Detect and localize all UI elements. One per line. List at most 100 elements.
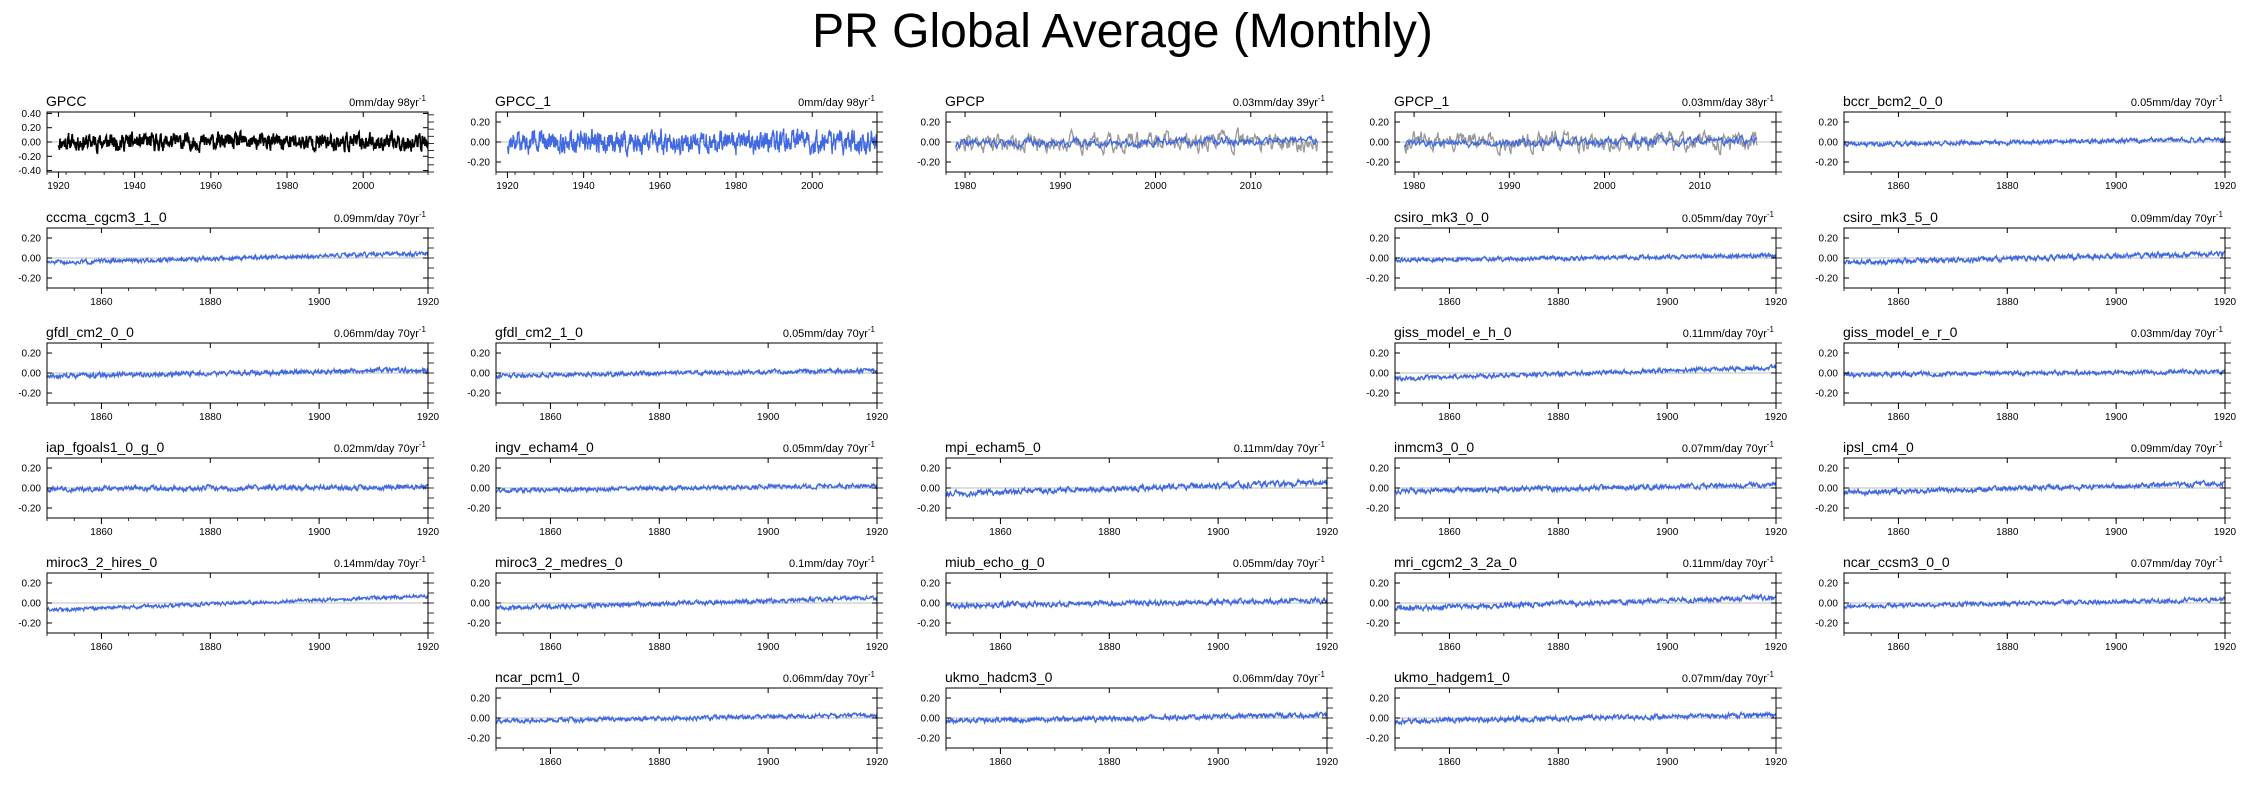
panel-gfdl_cm2_1_0: gfdl_cm2_1_0 0.05mm/day 70yr-1 -0.20 0.00 0.…: [467, 324, 888, 423]
panel-title: miroc3_2_hires_0: [46, 554, 157, 570]
x-tick-label: 1900: [1656, 527, 1679, 538]
x-tick-label: 1940: [124, 181, 147, 192]
series-line-0: [1394, 710, 1777, 727]
x-tick-label: 1920: [47, 181, 70, 192]
series-line-0: [1394, 480, 1777, 496]
y-tick-label: -0.20: [1815, 389, 1838, 400]
x-tick-label: 1920: [1316, 757, 1339, 768]
x-tick-label: 1860: [1438, 642, 1461, 653]
x-tick-label: 1900: [1656, 412, 1679, 423]
series-line-0: [46, 365, 429, 381]
panel-ingv_echam4_0: ingv_echam4_0 0.05mm/day 70yr-1 -0.20 0.00 0…: [467, 439, 888, 538]
x-tick-label: 1940: [573, 181, 596, 192]
x-tick-label: 1900: [308, 527, 331, 538]
x-tick-label: 1860: [989, 642, 1012, 653]
x-tick-label: 1920: [1765, 757, 1788, 768]
trend-label: 0.07mm/day 70yr-1: [2131, 555, 2224, 570]
panel-title: gfdl_cm2_0_0: [46, 324, 134, 340]
x-tick-label: 1880: [1547, 757, 1570, 768]
y-tick-label: -0.20: [917, 504, 940, 515]
x-tick-label: 1900: [1656, 757, 1679, 768]
series-line-0: [46, 482, 429, 494]
x-tick-label: 1880: [1996, 642, 2019, 653]
series-line-0: [495, 711, 878, 725]
x-tick-label: 2000: [352, 181, 375, 192]
panel-GPCP: GPCP 0.03mm/day 39yr-1 -0.20 0.00 0.20 1980 19…: [917, 93, 1333, 192]
panel-iap_fgoals1_0_g_0: iap_fgoals1_0_g_0 0.02mm/day 70yr-1 -0.20 0…: [18, 439, 439, 538]
x-tick-label: 1860: [989, 757, 1012, 768]
y-tick-label: -0.20: [917, 734, 940, 745]
panel-title: ipsl_cm4_0: [1843, 439, 1914, 455]
panel-ncar_pcm1_0: ncar_pcm1_0 0.06mm/day 70yr-1 -0.20 0.00 0.2…: [467, 669, 888, 768]
page-title: PR Global Average (Monthly): [812, 5, 1433, 58]
x-tick-label: 1860: [539, 412, 562, 423]
x-tick-label: 2010: [1240, 181, 1263, 192]
y-tick-label: -0.20: [1815, 619, 1838, 630]
panel-title: iap_fgoals1_0_g_0: [46, 439, 165, 455]
x-tick-label: 1900: [308, 642, 331, 653]
x-tick-label: 1860: [989, 527, 1012, 538]
y-tick-label: 0.00: [471, 714, 491, 725]
y-tick-label: 0.20: [471, 349, 491, 360]
y-tick-label: -0.20: [1366, 734, 1389, 745]
y-tick-label: 0.20: [22, 464, 42, 475]
panel-csiro_mk3_0_0: csiro_mk3_0_0 0.05mm/day 70yr-1 -0.20 0.00 0…: [1366, 209, 1787, 308]
y-tick-label: -0.40: [18, 166, 41, 177]
y-tick-label: 0.00: [471, 369, 491, 380]
x-tick-label: 1880: [1547, 297, 1570, 308]
x-tick-label: 2000: [1593, 181, 1616, 192]
y-tick-label: -0.20: [1366, 619, 1389, 630]
x-tick-label: 1980: [954, 181, 977, 192]
x-tick-label: 2000: [1144, 181, 1167, 192]
y-tick-label: -0.20: [18, 504, 41, 515]
panel-title: csiro_mk3_0_0: [1394, 209, 1489, 225]
trend-label: 0.06mm/day 70yr-1: [334, 325, 427, 340]
panel-ipsl_cm4_0: ipsl_cm4_0 0.09mm/day 70yr-1 -0.20 0.00 0.20…: [1815, 439, 2236, 538]
y-tick-label: 0.20: [921, 694, 941, 705]
series-line-0: [1843, 135, 2226, 148]
panel-title: inmcm3_0_0: [1394, 439, 1474, 455]
x-tick-label: 1960: [649, 181, 672, 192]
x-tick-label: 1920: [417, 642, 440, 653]
x-tick-label: 1900: [757, 412, 780, 423]
x-tick-label: 1880: [648, 527, 671, 538]
series-line-0: [1394, 251, 1777, 264]
y-tick-label: 0.20: [471, 118, 491, 129]
x-tick-label: 1880: [199, 412, 222, 423]
x-tick-label: 1920: [1765, 642, 1788, 653]
x-tick-label: 1880: [1547, 642, 1570, 653]
x-tick-label: 1900: [757, 642, 780, 653]
y-tick-label: 0.20: [1819, 349, 1839, 360]
x-tick-label: 1880: [1996, 527, 2019, 538]
y-tick-label: -0.20: [467, 504, 490, 515]
trend-label: 0.11mm/day 70yr-1: [1683, 555, 1775, 570]
y-tick-label: 0.20: [22, 123, 42, 134]
y-tick-label: 0.20: [1370, 349, 1390, 360]
panel-mpi_echam5_0: mpi_echam5_0 0.11mm/day 70yr-1 -0.20 0.00 0.…: [917, 439, 1338, 538]
y-tick-label: -0.20: [467, 619, 490, 630]
panel-title: mri_cgcm2_3_2a_0: [1394, 554, 1517, 570]
x-tick-label: 1860: [90, 642, 113, 653]
x-tick-label: 1900: [1207, 757, 1230, 768]
y-tick-label: 0.00: [1819, 484, 1839, 495]
x-tick-label: 1860: [1887, 527, 1910, 538]
panel-title: miub_echo_g_0: [945, 554, 1045, 570]
x-tick-label: 1880: [1098, 757, 1121, 768]
y-tick-label: -0.20: [1366, 504, 1389, 515]
y-tick-label: 0.20: [471, 694, 491, 705]
y-tick-label: 0.20: [1370, 464, 1390, 475]
panel-title: ukmo_hadgem1_0: [1394, 669, 1510, 685]
series-line-0: [1394, 363, 1777, 383]
y-tick-label: -0.20: [467, 734, 490, 745]
y-tick-label: 0.20: [1370, 579, 1390, 590]
panel-ncar_ccsm3_0_0: ncar_ccsm3_0_0 0.07mm/day 70yr-1 -0.20 0.00…: [1815, 554, 2236, 653]
trend-label: 0.03mm/day 39yr-1: [1233, 94, 1326, 109]
panel-giss_model_e_h_0: giss_model_e_h_0 0.11mm/day 70yr-1 -0.20 0.…: [1366, 324, 1787, 423]
panel-title: mpi_echam5_0: [945, 439, 1041, 455]
panel-mri_cgcm2_3_2a_0: mri_cgcm2_3_2a_0 0.11mm/day 70yr-1 -0.20 0.…: [1366, 554, 1787, 653]
y-tick-label: 0.00: [921, 138, 941, 149]
x-tick-label: 1900: [2105, 181, 2128, 192]
x-tick-label: 1920: [1316, 642, 1339, 653]
y-tick-label: 0.20: [1370, 234, 1390, 245]
